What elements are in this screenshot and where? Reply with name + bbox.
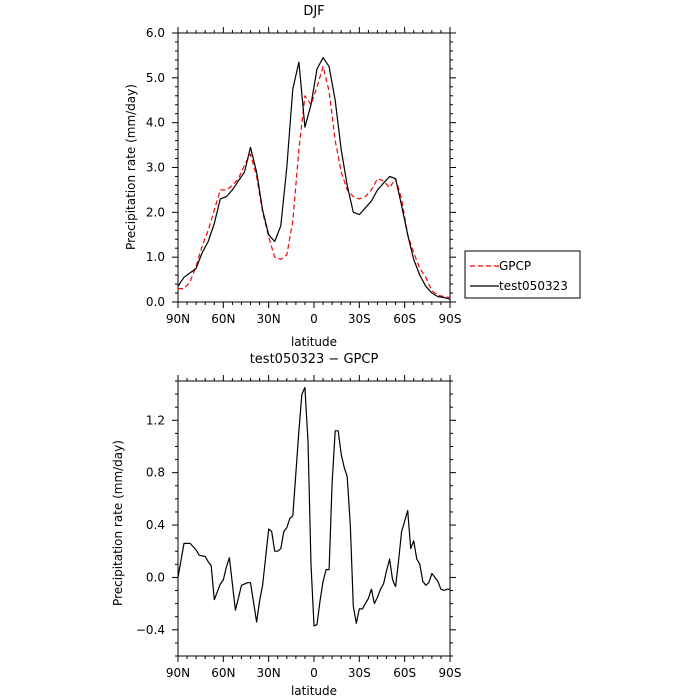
legend-box bbox=[464, 250, 581, 299]
x-tick-label: 90S bbox=[439, 666, 462, 680]
x-tick-label: 60S bbox=[393, 312, 416, 326]
y-axis-label: Precipitation rate (mm/day) bbox=[124, 84, 138, 250]
x-tick-label: 30S bbox=[348, 666, 371, 680]
x-tick-label: 90N bbox=[166, 312, 190, 326]
plot-frame bbox=[177, 32, 451, 303]
y-tick-label: −0.4 bbox=[136, 623, 165, 637]
x-tick-label: 30S bbox=[348, 312, 371, 326]
y-tick-label: 6.0 bbox=[146, 26, 165, 40]
y-axis-label: Precipitation rate (mm/day) bbox=[111, 440, 125, 606]
y-tick-label: 0.8 bbox=[146, 466, 165, 480]
chart-title: test050323 − GPCP bbox=[250, 352, 379, 367]
x-tick-label: 90N bbox=[166, 666, 190, 680]
x-tick-label: 60S bbox=[393, 666, 416, 680]
y-tick-label: 1.2 bbox=[146, 413, 165, 427]
y-tick-label: 1.0 bbox=[146, 250, 165, 264]
x-tick-label: 30N bbox=[257, 666, 281, 680]
chart-title: DJF bbox=[303, 4, 324, 19]
series-line-test050323 bbox=[177, 57, 451, 300]
x-axis-label: latitude bbox=[291, 335, 337, 349]
series-line-gpcp bbox=[178, 65, 451, 299]
y-tick-label: 5.0 bbox=[146, 71, 165, 85]
panel-precip-difference: test050323 − GPCP Precipitation rate (mm… bbox=[111, 352, 461, 698]
x-tick-label: 60N bbox=[211, 666, 235, 680]
y-tick-label: 4.0 bbox=[146, 116, 165, 130]
x-tick-label: 60N bbox=[211, 312, 235, 326]
x-tick-label: 30N bbox=[257, 312, 281, 326]
y-tick-label: 3.0 bbox=[146, 161, 165, 175]
series-line-difference bbox=[177, 386, 450, 627]
y-tick-label: 2.0 bbox=[146, 205, 165, 219]
panel-seasonal-precip: DJF Precipitation rate (mm/day) latitude… bbox=[124, 4, 461, 349]
x-tick-label: 90S bbox=[439, 312, 462, 326]
y-tick-label: 0.4 bbox=[146, 518, 165, 532]
legend: GPCP test050323 bbox=[464, 250, 581, 299]
x-axis-label: latitude bbox=[291, 684, 337, 698]
y-tick-label: 0.0 bbox=[146, 295, 165, 309]
legend-label-test: test050323 bbox=[499, 279, 568, 293]
y-tick-label: 0.0 bbox=[146, 570, 165, 584]
x-tick-label: 0 bbox=[310, 312, 318, 326]
legend-label-gpcp: GPCP bbox=[499, 259, 531, 273]
x-tick-label: 0 bbox=[310, 666, 318, 680]
